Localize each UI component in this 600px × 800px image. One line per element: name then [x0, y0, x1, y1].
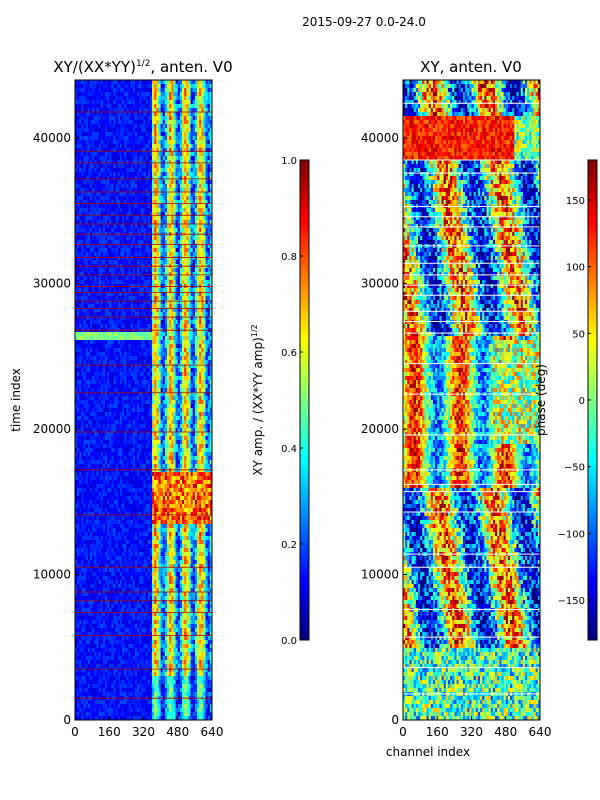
figure-title: 2015-09-27 0.0-24.0	[302, 15, 426, 29]
time-index-label: time index	[9, 368, 23, 432]
colorbar-tick-label: 100	[566, 263, 585, 274]
amplitude-xtick-label: 480	[166, 725, 189, 739]
colorbar-tick-label: 0.8	[281, 252, 297, 263]
colorbar-tick-label: 0	[579, 396, 585, 407]
amplitude-ytick-label: 0	[63, 713, 71, 727]
amplitude-title-main: XY/(XX*YY)	[53, 58, 136, 76]
amplitude-colorbar-label-main: XY amp. / (XX*YY amp)	[251, 337, 265, 475]
amplitude-ytick-label: 40000	[33, 131, 71, 145]
phase-ytick-label: 20000	[361, 422, 399, 436]
phase-xtick-label: 480	[494, 725, 517, 739]
colorbar-tick-label: 1.0	[281, 156, 297, 167]
phase-xtick-label: 160	[426, 725, 449, 739]
amplitude-colorbar-label: XY amp. / (XX*YY amp)1/2	[250, 324, 265, 475]
amplitude-axis-ticks: 0 160 320 480 640 0 10000 20000 30000 40000	[33, 131, 224, 739]
phase-ytick-label: 10000	[361, 568, 399, 582]
amplitude-xtick-label: 640	[201, 725, 224, 739]
phase-xtick-label: 0	[399, 725, 407, 739]
phase-ytick-label: 30000	[361, 277, 399, 291]
amplitude-title-suffix: , anten. V0	[150, 58, 232, 76]
amplitude-colorbar-strip	[299, 159, 310, 641]
phase-ytick-label: 0	[391, 713, 399, 727]
phase-ytick-label: 40000	[361, 131, 399, 145]
colorbar-tick-label: 50	[572, 329, 585, 340]
colorbar-tick-label: −100	[558, 529, 585, 540]
amplitude-panel-title: XY/(XX*YY)1/2, anten. V0	[53, 58, 232, 76]
phase-panel-title: XY, anten. V0	[420, 58, 522, 76]
phase-colorbar: −150 −100 −50 0 50 100 150 phase (deg)	[534, 159, 598, 641]
phase-colorbar-ticks: −150 −100 −50 0 50 100 150	[558, 196, 591, 607]
colorbar-tick-label: −150	[558, 596, 585, 607]
colorbar-tick-label: 0.4	[281, 444, 297, 455]
channel-index-label: channel index	[386, 745, 470, 759]
phase-xtick-label: 640	[529, 725, 552, 739]
phase-heatmap-panel: XY, anten. V0 0 160 320 480 640 0 10000 20000 30…	[361, 58, 552, 759]
amplitude-colorbar-label-sup: 1/2	[250, 324, 259, 337]
amplitude-ytick-label: 20000	[33, 422, 71, 436]
phase-colorbar-label: phase (deg)	[534, 364, 548, 436]
amplitude-ytick-label: 10000	[33, 568, 71, 582]
colorbar-tick-label: 150	[566, 196, 585, 207]
colorbar-tick-label: 0.0	[281, 636, 297, 647]
phase-heatmap-image	[403, 80, 540, 720]
amplitude-heatmap-image	[75, 80, 212, 720]
amplitude-colorbar: 0.0 0.2 0.4 0.6 0.8 1.0 XY amp. / (XX*YY amp)…	[250, 156, 310, 647]
amplitude-xtick-label: 0	[71, 725, 79, 739]
amplitude-title-sup: 1/2	[136, 59, 150, 69]
amplitude-ytick-label: 30000	[33, 277, 71, 291]
amplitude-xtick-label: 160	[98, 725, 121, 739]
colorbar-tick-label: 0.2	[281, 540, 297, 551]
amplitude-xtick-label: 320	[132, 725, 155, 739]
amplitude-colorbar-ticks: 0.0 0.2 0.4 0.6 0.8 1.0	[281, 156, 303, 647]
phase-xtick-label: 320	[460, 725, 483, 739]
amplitude-heatmap-panel: XY/(XX*YY)1/2, anten. V0 0 160 320 480 640 0 1…	[9, 58, 233, 739]
phase-axis-ticks: 0 160 320 480 640 0 10000 20000 30000 40000	[361, 131, 552, 739]
colorbar-tick-label: −50	[564, 463, 585, 474]
colorbar-tick-label: 0.6	[281, 348, 297, 359]
